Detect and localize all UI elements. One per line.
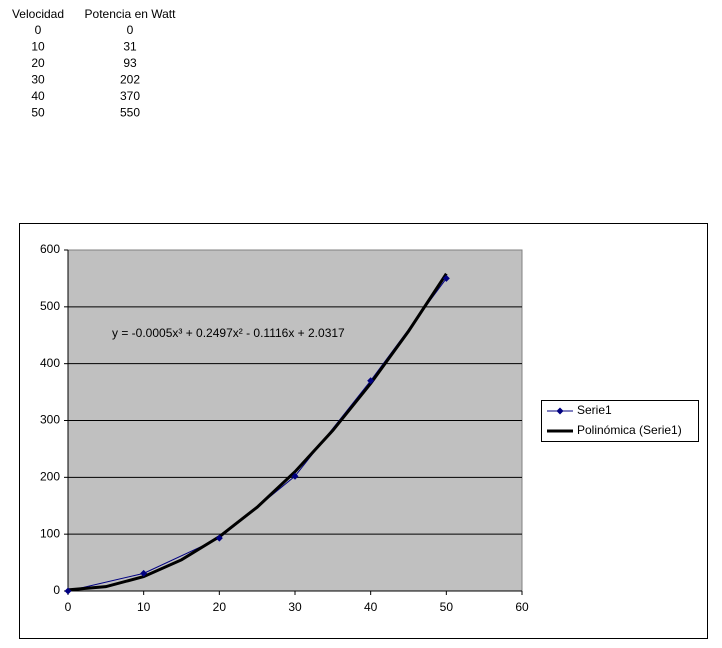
- table-cell: 40: [31, 89, 45, 103]
- table-cell: 370: [120, 89, 140, 103]
- trendline: [67, 272, 448, 592]
- table-cell: 20: [31, 56, 45, 70]
- x-tick-label: 50: [440, 600, 454, 614]
- table-cell: 202: [120, 73, 140, 87]
- table-cell: 31: [123, 40, 137, 54]
- x-tick-label: 0: [65, 600, 72, 614]
- data-point: [140, 569, 148, 577]
- data-point: [64, 587, 72, 595]
- table-cell: 550: [120, 106, 140, 120]
- y-tick-label: 200: [40, 470, 60, 484]
- data-point: [367, 377, 375, 385]
- table-header: Potencia en Watt: [85, 7, 177, 21]
- table-cell: 0: [35, 23, 42, 37]
- x-tick-label: 30: [288, 600, 302, 614]
- x-tick-label: 40: [364, 600, 378, 614]
- legend-label: Serie1: [577, 403, 612, 417]
- y-tick-label: 100: [40, 526, 60, 540]
- y-tick-label: 500: [40, 299, 60, 313]
- y-tick-label: 400: [40, 356, 60, 370]
- legend: [541, 400, 699, 442]
- table-header: Velocidad: [12, 7, 64, 21]
- table-cell: 30: [31, 73, 45, 87]
- x-tick-label: 60: [515, 600, 529, 614]
- x-tick-label: 20: [213, 600, 227, 614]
- table-cell: 93: [123, 56, 137, 70]
- y-tick-label: 300: [40, 413, 60, 427]
- table-cell: 10: [31, 40, 45, 54]
- y-tick-label: 600: [40, 242, 60, 256]
- trendline-equation: y = -0.0005x³ + 0.2497x² - 0.1116x + 2.0…: [112, 326, 345, 340]
- data-point: [442, 274, 450, 282]
- data-point: [291, 472, 299, 480]
- table-cell: 0: [127, 23, 134, 37]
- data-point: [215, 534, 223, 542]
- y-tick-label: 0: [53, 583, 60, 597]
- x-tick-label: 10: [137, 600, 151, 614]
- table-cell: 50: [31, 106, 45, 120]
- legend-label: Polinómica (Serie1): [577, 423, 682, 437]
- legend-marker: [556, 407, 564, 415]
